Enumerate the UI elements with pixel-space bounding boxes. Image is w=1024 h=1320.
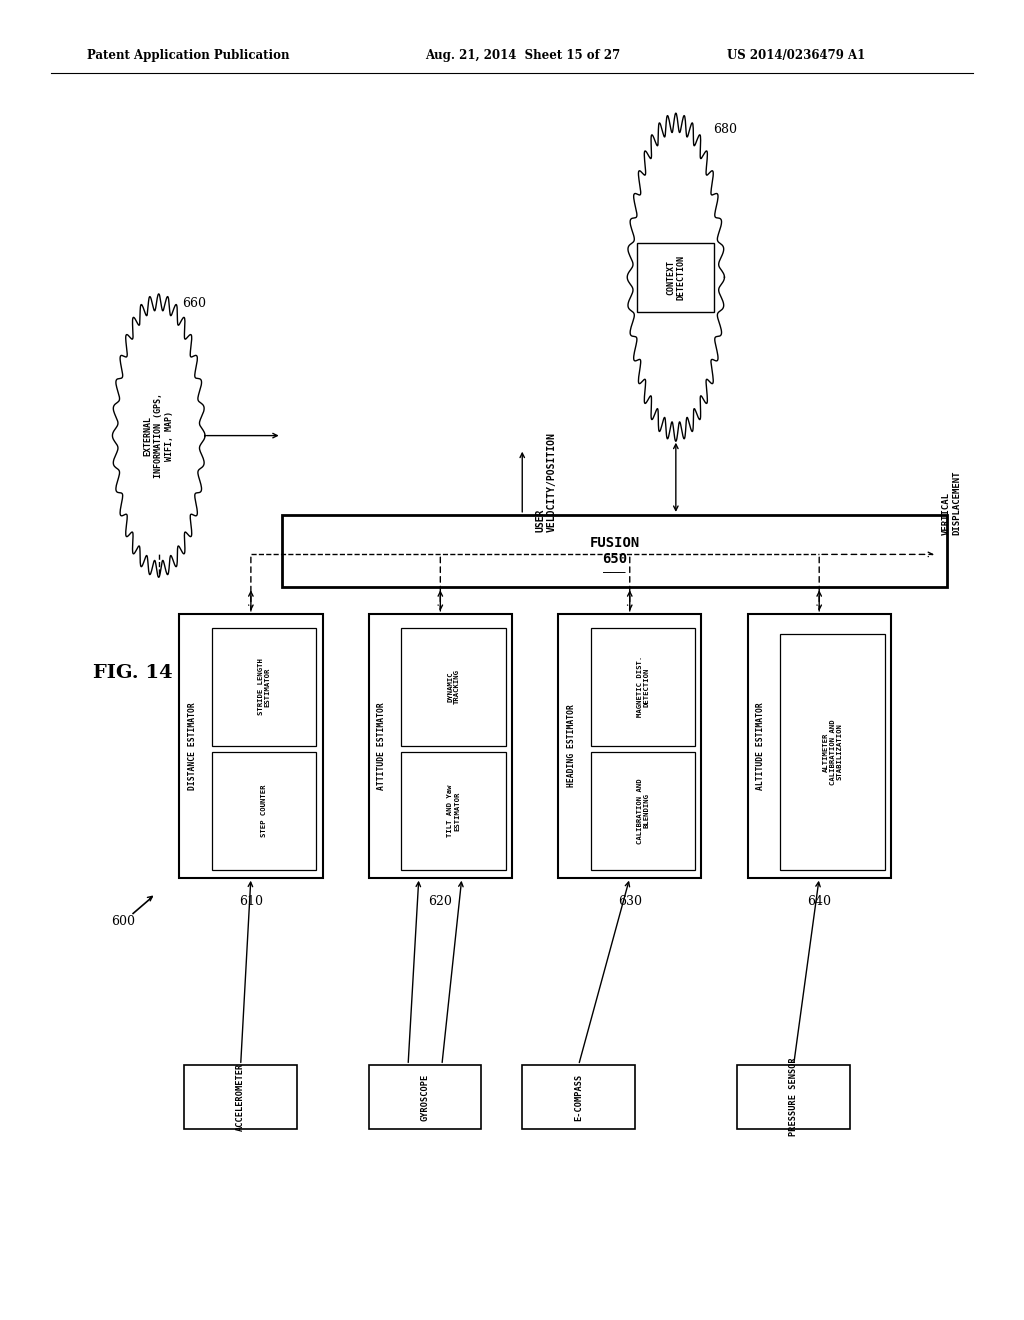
Text: STEP COUNTER: STEP COUNTER (261, 784, 267, 837)
Bar (737, 1065, 850, 1129)
Bar (522, 1065, 635, 1129)
Bar (212, 628, 316, 746)
Text: ALTIMETER
CALIBRATION AND
STABILIZATION: ALTIMETER CALIBRATION AND STABILIZATION (822, 719, 843, 785)
Text: VERTICAL
DISPLACEMENT: VERTICAL DISPLACEMENT (942, 470, 962, 535)
Text: Aug. 21, 2014  Sheet 15 of 27: Aug. 21, 2014 Sheet 15 of 27 (425, 49, 621, 62)
Text: 680: 680 (713, 123, 737, 136)
Bar (184, 1065, 297, 1129)
Bar (369, 614, 512, 878)
Text: 600: 600 (111, 915, 135, 928)
Text: STRIDE LENGTH
ESTIMATOR: STRIDE LENGTH ESTIMATOR (258, 659, 270, 715)
Text: FUSION
650: FUSION 650 (589, 536, 640, 566)
Bar (591, 752, 695, 870)
Text: 640: 640 (807, 895, 831, 908)
Text: CALIBRATION AND
BLENDING: CALIBRATION AND BLENDING (637, 777, 649, 843)
Bar (179, 614, 323, 878)
Text: ___: ___ (603, 561, 626, 573)
Text: TILT AND Yaw
ESTIMATOR: TILT AND Yaw ESTIMATOR (447, 784, 460, 837)
Text: US 2014/0236479 A1: US 2014/0236479 A1 (727, 49, 865, 62)
Text: Patent Application Publication: Patent Application Publication (87, 49, 290, 62)
Text: EXTERNAL
INFORMATION (GPS,
WIFI, MAP): EXTERNAL INFORMATION (GPS, WIFI, MAP) (143, 393, 174, 478)
Text: USER
VELOCITY/POSITION: USER VELOCITY/POSITION (536, 432, 557, 532)
Bar (591, 628, 695, 746)
Bar (369, 1065, 481, 1129)
Text: 630: 630 (617, 895, 642, 908)
Bar (748, 614, 891, 878)
Text: DYNAMIC
TRACKING: DYNAMIC TRACKING (447, 669, 460, 705)
Text: ALTITUDE ESTIMATOR: ALTITUDE ESTIMATOR (757, 702, 765, 789)
Text: 620: 620 (428, 895, 453, 908)
Bar (637, 243, 715, 312)
Text: ACCELEROMETER: ACCELEROMETER (237, 1063, 245, 1131)
Text: E-COMPASS: E-COMPASS (574, 1073, 583, 1121)
Bar (282, 515, 947, 587)
Text: 610: 610 (239, 895, 263, 908)
Polygon shape (113, 294, 205, 577)
Bar (401, 628, 506, 746)
Bar (780, 634, 885, 870)
Bar (558, 614, 701, 878)
Text: PRESSURE SENSOR: PRESSURE SENSOR (790, 1057, 798, 1137)
Bar (212, 752, 316, 870)
Text: FIG. 14: FIG. 14 (93, 664, 173, 682)
Text: GYROSCOPE: GYROSCOPE (421, 1073, 429, 1121)
Polygon shape (628, 114, 724, 441)
Bar (401, 752, 506, 870)
Text: HEADING ESTIMATOR: HEADING ESTIMATOR (567, 705, 575, 787)
Text: MAGNETIC DIST.
DETECTION: MAGNETIC DIST. DETECTION (637, 656, 649, 718)
Text: DISTANCE ESTIMATOR: DISTANCE ESTIMATOR (188, 702, 197, 789)
Text: ATTITUDE ESTIMATOR: ATTITUDE ESTIMATOR (378, 702, 386, 789)
Text: 660: 660 (182, 297, 207, 310)
Text: CONTEXT
DETECTION: CONTEXT DETECTION (667, 255, 685, 300)
